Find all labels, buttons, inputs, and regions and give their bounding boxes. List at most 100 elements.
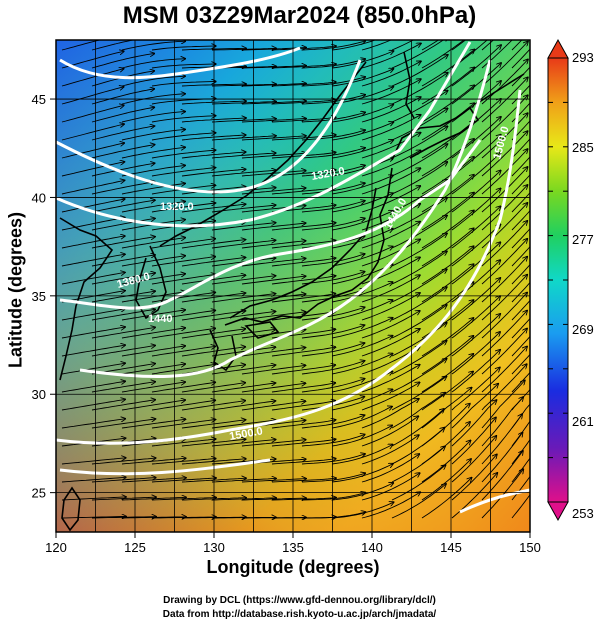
streamline <box>421 139 474 177</box>
streamline <box>151 420 215 429</box>
credit-data: Data from http://database.rish.kyoto-u.a… <box>162 609 437 620</box>
streamline <box>61 363 125 375</box>
streamline <box>301 41 365 51</box>
streamline <box>481 77 528 123</box>
streamline <box>271 459 336 465</box>
streamline <box>61 497 126 501</box>
colorbar-top-arrow <box>547 38 569 59</box>
coastline-korea <box>135 245 167 320</box>
streamline <box>511 494 530 519</box>
streamline <box>241 48 306 51</box>
streamline <box>271 100 336 105</box>
streamline <box>61 105 124 123</box>
streamline <box>211 102 276 105</box>
streamline <box>481 40 495 51</box>
streamline <box>421 175 474 213</box>
streamline <box>331 247 393 267</box>
streamline <box>211 240 276 249</box>
streamline <box>211 420 276 429</box>
coastline-japan-honshu <box>224 167 393 326</box>
streamline <box>91 145 155 159</box>
streamline <box>511 40 523 51</box>
streamline <box>451 206 501 249</box>
streamline <box>481 414 522 465</box>
x-tick-label: 120 <box>45 540 67 555</box>
x-tick-label: 150 <box>519 540 541 555</box>
streamline <box>301 435 365 447</box>
y-tick-label: 30 <box>32 387 46 402</box>
streamline <box>511 335 530 357</box>
streamline <box>211 136 276 141</box>
streamline <box>151 328 215 339</box>
streamline <box>421 85 474 123</box>
streamline <box>451 63 501 105</box>
streamline <box>481 347 527 393</box>
streamline <box>451 436 496 483</box>
streamline <box>481 131 528 177</box>
streamline <box>121 517 186 518</box>
streamline <box>301 473 365 483</box>
colorbar-label: 261 <box>572 414 594 429</box>
colorbar-label: 285 <box>572 140 594 155</box>
streamline <box>91 200 155 213</box>
streamline <box>481 451 523 501</box>
streamline <box>301 148 365 159</box>
streamline <box>151 346 215 357</box>
streamline <box>151 116 216 123</box>
streamline <box>481 257 527 303</box>
streamline <box>271 258 336 267</box>
streamline <box>151 382 215 393</box>
streamline <box>61 143 124 159</box>
streamline <box>211 365 275 375</box>
coastline-japan-sea-side <box>229 187 377 319</box>
streamline <box>331 105 393 123</box>
streamline <box>271 498 336 501</box>
streamline <box>331 282 393 303</box>
streamline <box>241 365 305 375</box>
streamline <box>271 117 336 123</box>
streamline <box>421 67 474 105</box>
streamline <box>421 121 474 159</box>
streamline <box>391 393 445 429</box>
streamline <box>151 46 216 51</box>
streamline <box>511 156 530 177</box>
streamline <box>241 66 306 68</box>
streamline <box>241 348 305 357</box>
streamline <box>211 440 276 447</box>
streamline <box>301 272 365 285</box>
streamline <box>451 332 500 375</box>
streamline <box>331 336 393 357</box>
y-axis: 25 30 35 40 45 <box>32 92 56 501</box>
streamline <box>301 130 365 141</box>
streamline <box>481 469 523 519</box>
streamline <box>391 409 444 447</box>
y-tick-label: 25 <box>32 486 46 501</box>
x-tick-label: 140 <box>361 540 383 555</box>
streamline <box>481 329 527 375</box>
streamline <box>211 276 276 285</box>
streamline <box>451 135 501 177</box>
streamline <box>271 294 335 303</box>
streamline <box>481 239 527 285</box>
streamline <box>391 73 448 105</box>
streamline <box>331 483 393 501</box>
streamline <box>481 380 525 429</box>
streamline <box>91 182 155 195</box>
streamline <box>151 239 215 249</box>
coastline-shikoku <box>244 321 280 339</box>
streamline <box>481 311 527 357</box>
streamline <box>151 203 215 213</box>
streamline <box>511 138 530 159</box>
streamline <box>451 296 500 339</box>
streamline <box>511 210 530 231</box>
streamline <box>481 364 527 411</box>
streamline <box>331 40 377 51</box>
streamline <box>421 318 473 357</box>
streamline <box>331 445 393 465</box>
streamline <box>61 309 125 321</box>
contour-label: 1440 <box>148 313 172 325</box>
streamline <box>91 107 154 123</box>
streamline <box>451 278 500 321</box>
streamline <box>451 188 501 231</box>
streamline <box>61 399 125 411</box>
